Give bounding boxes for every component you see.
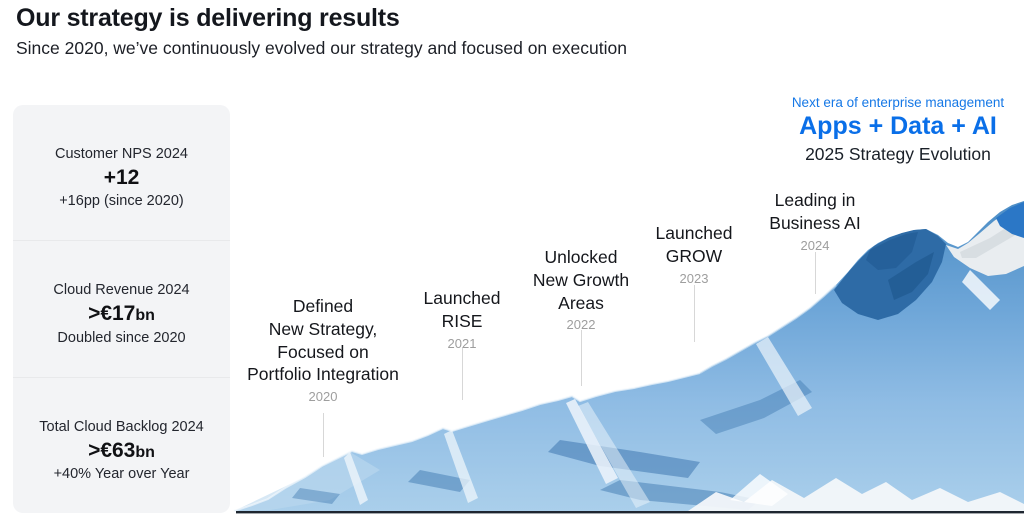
milestone-label: Launched GROW: [655, 223, 733, 266]
next-era-headline: Apps + Data + AI: [799, 112, 997, 140]
milestone-year: 2021: [447, 335, 477, 351]
mountain-image: [233, 201, 1024, 514]
stat-detail: +40% Year over Year: [53, 465, 190, 482]
stat-cloud-backlog: Total Cloud Backlog 2024 >€63bn +40% Yea…: [13, 376, 230, 513]
page-title: Our strategy is delivering results: [16, 4, 400, 32]
stat-value: +12: [103, 166, 140, 190]
milestone-2023: Launched GROW 2023: [629, 222, 759, 286]
baseline-rule: [236, 511, 1024, 514]
stats-panel: Customer NPS 2024 +12 +16pp (since 2020)…: [13, 105, 230, 513]
stat-label: Cloud Revenue 2024: [53, 282, 190, 299]
milestone-2024: Leading in Business AI 2024: [740, 189, 890, 253]
milestone-2022: Unlocked New Growth Areas 2022: [506, 246, 656, 332]
timeline-tick-2021: [462, 347, 463, 400]
stat-detail: +16pp (since 2020): [59, 193, 184, 210]
stat-label: Customer NPS 2024: [55, 146, 188, 163]
next-era-subheadline: 2025 Strategy Evolution: [805, 143, 991, 164]
timeline-tick-2024: [815, 252, 816, 294]
next-era-eyebrow: Next era of enterprise management: [791, 95, 1005, 110]
milestone-2020: Defined New Strategy, Focused on Portfol…: [228, 295, 418, 404]
stat-detail: Doubled since 2020: [57, 329, 186, 346]
milestone-2021: Launched RISE 2021: [397, 287, 527, 351]
stat-value: >€17bn: [88, 302, 155, 326]
stat-value: >€63bn: [88, 438, 155, 462]
milestone-year: 2022: [566, 317, 596, 333]
milestone-year: 2020: [308, 389, 338, 404]
timeline-tick-2023: [694, 285, 695, 342]
next-era-block: Next era of enterprise management Apps +…: [772, 95, 1024, 165]
milestone-label: Launched RISE: [423, 288, 501, 331]
stat-label: Total Cloud Backlog 2024: [39, 418, 204, 435]
timeline-tick-2022: [581, 330, 582, 386]
milestone-label: Leading in Business AI: [769, 190, 861, 233]
milestone-year: 2024: [800, 237, 830, 253]
stat-cloud-revenue: Cloud Revenue 2024 >€17bn Doubled since …: [13, 240, 230, 376]
milestone-year: 2023: [679, 270, 709, 286]
milestone-label: Defined New Strategy, Focused on Portfol…: [247, 296, 399, 385]
timeline-tick-2020: [323, 413, 324, 457]
page-subtitle: Since 2020, we’ve continuously evolved o…: [16, 38, 627, 58]
milestone-label: Unlocked New Growth Areas: [532, 247, 630, 313]
stat-customer-nps: Customer NPS 2024 +12 +16pp (since 2020): [13, 105, 230, 240]
